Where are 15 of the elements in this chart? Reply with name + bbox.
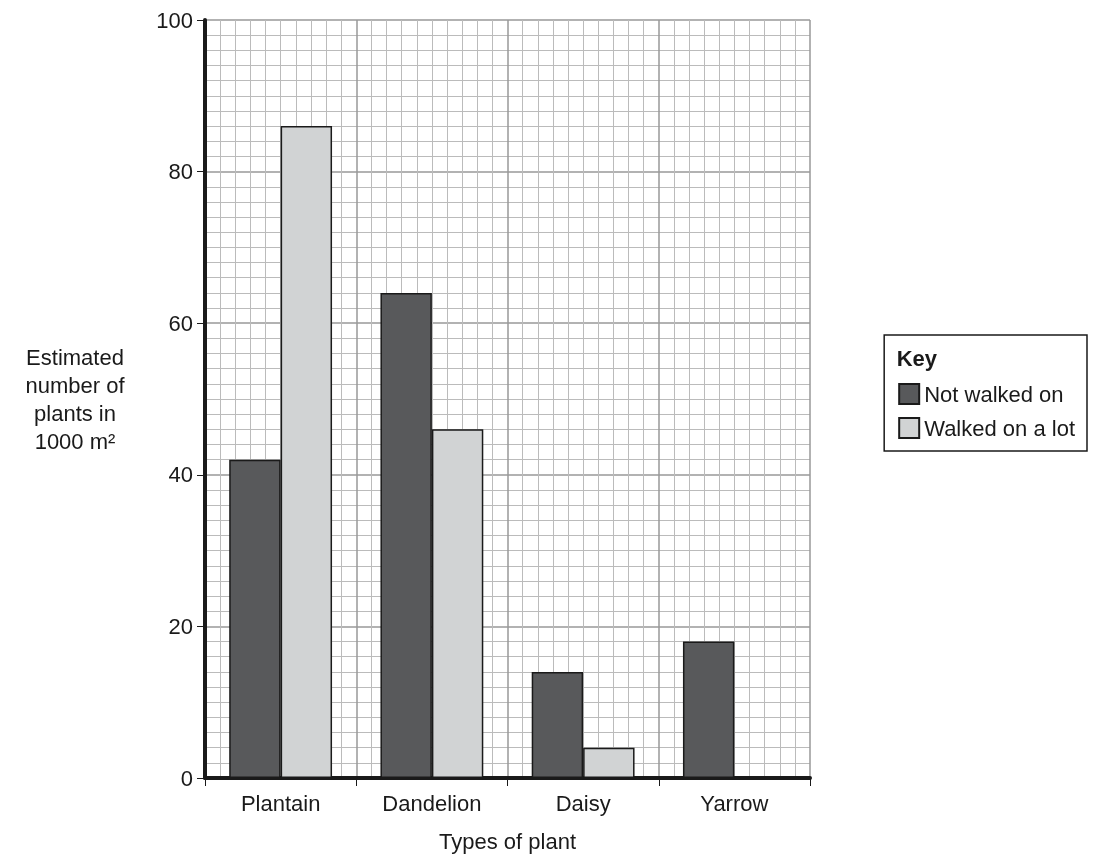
y-tick-label: 80: [168, 159, 193, 185]
x-tick-label: Daisy: [555, 790, 611, 816]
y-tick-label: 100: [156, 7, 193, 33]
legend-label: Walked on a lot: [924, 415, 1076, 441]
x-axis-title: Types of plant: [439, 828, 576, 854]
x-tick-label: Plantain: [240, 790, 321, 816]
x-tick-label: Dandelion: [382, 790, 482, 816]
y-tick-label: 40: [168, 462, 193, 488]
y-axis-title: Estimated number of plants in 1000 m²: [25, 344, 126, 454]
legend-title: Key: [896, 345, 938, 371]
y-tick-label: 0: [180, 765, 193, 791]
legend-label: Not walked on: [924, 381, 1064, 407]
x-tick-label: Yarrow: [700, 790, 769, 816]
y-tick-label: 60: [168, 310, 193, 336]
y-tick-label: 20: [168, 613, 193, 639]
